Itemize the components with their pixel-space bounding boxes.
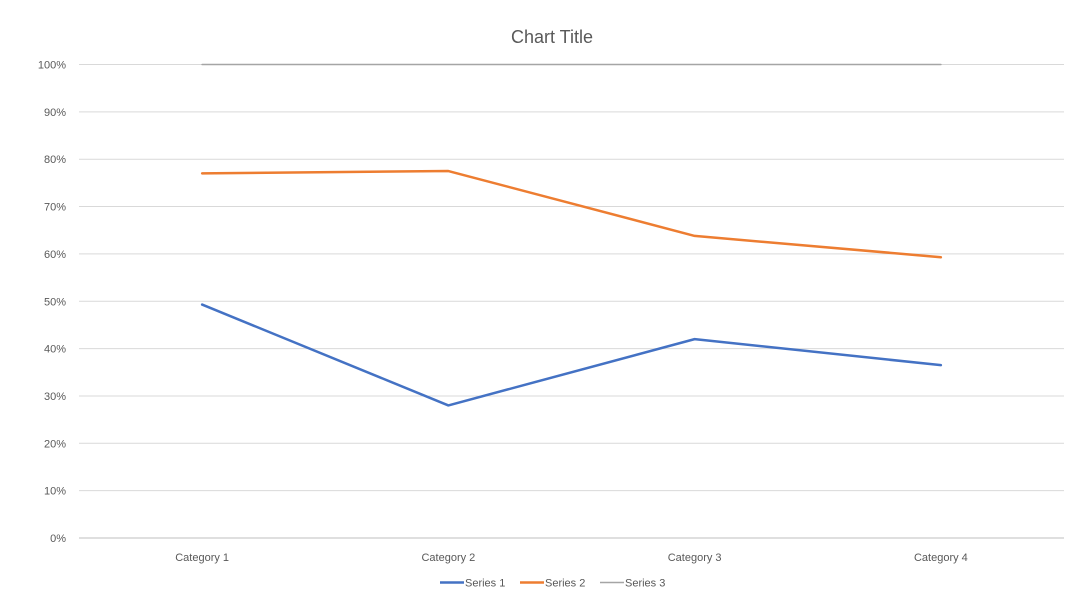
- series-lines: [200, 63, 943, 407]
- y-tick-label: 80%: [44, 154, 66, 166]
- legend-item-series-1: Series 1: [440, 578, 505, 590]
- chart-title: Chart Title: [511, 27, 593, 47]
- x-tick-label: Category 1: [175, 552, 229, 564]
- y-tick-label: 10%: [44, 486, 66, 498]
- x-tick-label: Category 4: [914, 552, 968, 564]
- y-tick-label: 40%: [44, 344, 66, 356]
- y-tick-label: 50%: [44, 296, 66, 308]
- y-tick-label: 70%: [44, 202, 66, 214]
- series-line-2: [200, 169, 943, 259]
- y-tick-label: 0%: [50, 533, 66, 545]
- legend-item-series-2: Series 2: [520, 578, 585, 590]
- x-tick-label: Category 2: [421, 552, 475, 564]
- legend-item-series-3: Series 3: [600, 578, 665, 590]
- legend-label: Series 1: [465, 578, 505, 590]
- y-tick-label: 90%: [44, 107, 66, 119]
- legend-label: Series 3: [625, 578, 665, 590]
- gridlines: [79, 64, 1064, 539]
- y-tick-label: 30%: [44, 391, 66, 403]
- y-axis-tick-labels: 0% 10% 20% 30% 40% 50% 60% 70% 80% 90% 100%: [38, 60, 66, 546]
- x-axis-tick-labels: Category 1 Category 2 Category 3 Category 4: [175, 552, 968, 564]
- y-tick-label: 60%: [44, 249, 66, 261]
- x-tick-label: Category 3: [668, 552, 722, 564]
- legend: Series 1 Series 2 Series 3: [440, 578, 665, 590]
- series-line-1: [200, 303, 943, 407]
- y-tick-label: 100%: [38, 60, 66, 72]
- legend-label: Series 2: [545, 578, 585, 590]
- y-tick-label: 20%: [44, 438, 66, 450]
